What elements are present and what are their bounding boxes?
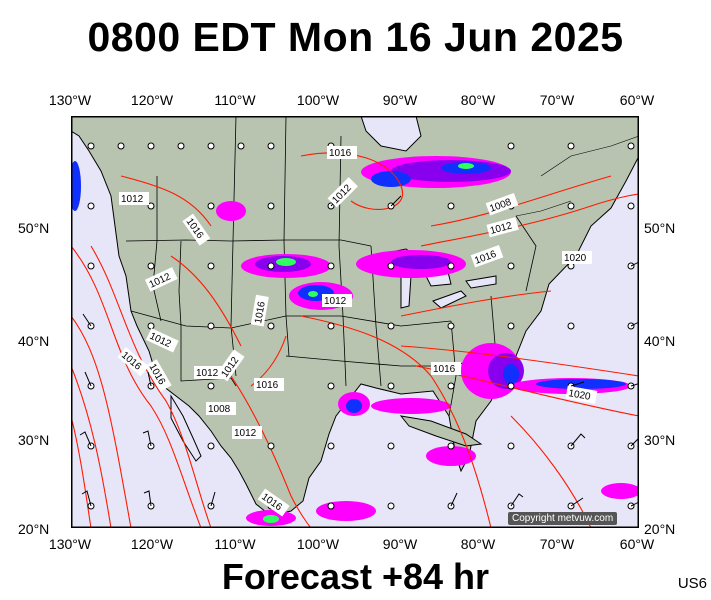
isobar-label: 1016	[253, 300, 268, 324]
isobar-label: 1016	[256, 380, 279, 391]
lon-label: 60°W	[619, 536, 655, 552]
lon-label: 70°W	[539, 92, 575, 108]
lon-label: 90°W	[382, 92, 418, 108]
lon-label: 60°W	[619, 92, 655, 108]
lon-label: 100°W	[296, 536, 340, 552]
isobar-label: 1016	[433, 364, 456, 375]
isobar-label: 1012	[234, 428, 257, 439]
region-code: US6	[677, 575, 707, 592]
isobar-label: 1020	[564, 253, 587, 264]
isobar-label: 1020	[567, 388, 591, 403]
lon-label: 110°W	[214, 92, 256, 108]
forecast-label: Forecast +84 hr	[221, 556, 490, 597]
lon-label: 90°W	[382, 536, 418, 552]
lon-label: 120°W	[130, 536, 174, 552]
isobar-label: 1008	[208, 404, 231, 415]
lon-label: 120°W	[130, 92, 174, 108]
lon-label: 110°W	[214, 536, 256, 552]
lat-label: 50°N	[18, 220, 50, 236]
isobar-label: 1012	[196, 368, 219, 379]
lon-label: 80°W	[460, 536, 496, 552]
lat-label: 50°N	[644, 220, 676, 236]
isobar-labels: 1016 1012 1016 1012 1008 1012 1016 1020 …	[117, 146, 598, 517]
lon-label: 130°W	[48, 92, 92, 108]
weather-map: 1016 1012 1016 1012 1008 1012 1016 1020 …	[71, 116, 639, 528]
map-frame	[71, 116, 639, 528]
lat-label: 40°N	[18, 333, 50, 349]
copyright-badge: Copyright metvuw.com	[508, 512, 618, 525]
lat-label: 40°N	[644, 333, 676, 349]
precipitation	[71, 156, 639, 526]
land-north-america	[71, 116, 639, 517]
map-title: 0800 EDT Mon 16 Jun 2025	[87, 14, 624, 60]
isobar-label: 1012	[121, 194, 144, 205]
lon-label: 70°W	[539, 536, 575, 552]
lat-label: 20°N	[644, 521, 676, 537]
hudson-bay	[360, 116, 422, 152]
isobar-label: 1012	[324, 296, 347, 307]
isobar-label: 1016	[329, 148, 352, 159]
lon-label: 100°W	[296, 92, 340, 108]
gulf-of-california	[170, 394, 202, 462]
lat-label: 30°N	[18, 432, 50, 448]
land-cuba	[399, 415, 483, 447]
rivers-and-coasts	[515, 135, 639, 217]
lon-label: 130°W	[48, 536, 92, 552]
lon-label: 80°W	[460, 92, 496, 108]
lat-label: 20°N	[18, 521, 50, 537]
lat-label: 30°N	[644, 432, 676, 448]
